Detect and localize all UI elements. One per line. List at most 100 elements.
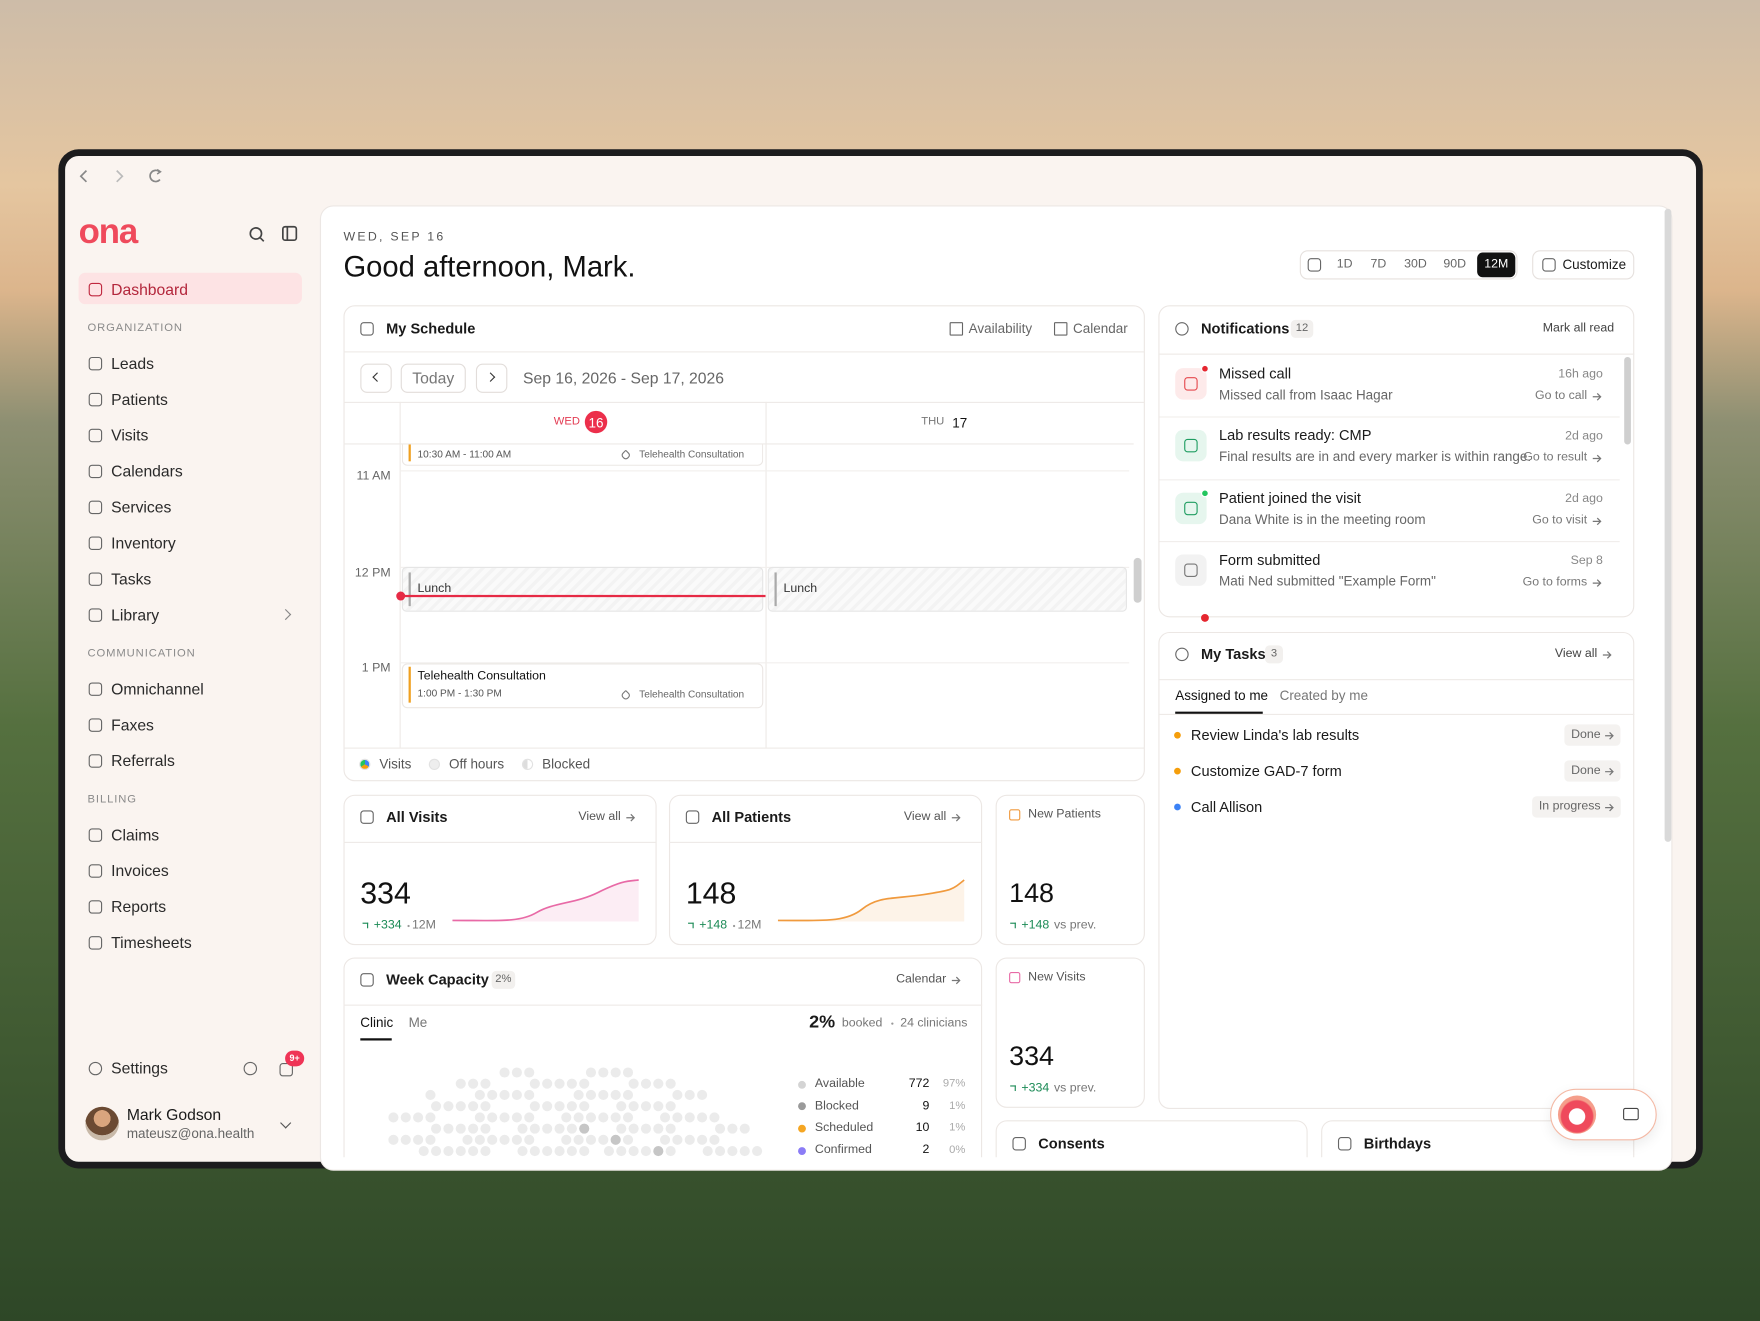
capacity-cell [622, 1111, 633, 1122]
text: Visits [379, 756, 412, 773]
count-pill [1290, 319, 1314, 338]
text: Off hours [448, 756, 505, 773]
icon [1337, 1137, 1352, 1151]
event-bar [774, 572, 777, 607]
notification-dot [1201, 364, 1209, 373]
divider [1159, 479, 1620, 481]
capacity-cell [455, 1145, 466, 1156]
icon [88, 428, 103, 443]
text: 97% [942, 1077, 966, 1090]
capacity-cell [400, 1111, 411, 1122]
text: Available [814, 1076, 865, 1091]
capacity-cell [708, 1134, 719, 1145]
capacity-cell [486, 1111, 497, 1122]
capacity-cell [517, 1123, 528, 1134]
capacity-cell [486, 1089, 497, 1100]
avatar [85, 1106, 119, 1141]
separator-dot [407, 924, 410, 928]
scrollbar [1133, 557, 1142, 603]
tab-underline [1175, 711, 1263, 714]
icon [88, 282, 103, 297]
text: 1% [949, 1121, 966, 1135]
prev-button [360, 363, 392, 393]
icon [1053, 322, 1068, 336]
event [401, 444, 764, 466]
capacity-cell [498, 1111, 510, 1122]
capacity-cell [486, 1156, 497, 1158]
text: 10:30 AM - 11:00 AM [417, 448, 512, 460]
capacity-cell [616, 1100, 627, 1111]
text: Missed call from Isaac Hagar [1218, 387, 1393, 403]
divider [399, 662, 1130, 664]
capacity-cell [554, 1123, 565, 1134]
capacity-cell [443, 1145, 454, 1156]
text: 30D [1404, 257, 1427, 271]
icon [360, 810, 374, 824]
separator-dot [732, 924, 736, 928]
arrow-icon [1592, 517, 1602, 525]
text: Confirmed [814, 1143, 872, 1157]
divider [343, 841, 657, 843]
capacity-cell [684, 1111, 695, 1122]
text: Customize [1562, 256, 1627, 273]
capacity-cell [739, 1123, 750, 1134]
lunch-block [767, 566, 1127, 612]
capacity-cell [523, 1089, 534, 1100]
text: 11 AM [356, 469, 391, 484]
text: Telehealth Consultation [639, 688, 745, 700]
event-bar [408, 444, 411, 462]
text: 1 PM [361, 661, 391, 676]
text: Tasks [111, 569, 152, 588]
active-item [78, 272, 302, 305]
capacity-cell [708, 1111, 719, 1122]
mini-icon [1009, 809, 1021, 821]
capacity-cell [461, 1156, 472, 1158]
legend-dot [798, 1080, 806, 1089]
capacity-cell [640, 1145, 652, 1156]
text: Referrals [111, 751, 175, 770]
text: Telehealth Consultation [417, 669, 546, 683]
capacity-cell [696, 1089, 707, 1100]
capacity-cell [597, 1111, 608, 1122]
capacity-cell [443, 1123, 454, 1134]
capacity-cell [659, 1111, 670, 1122]
notification-icon [1175, 554, 1207, 586]
today-button [400, 363, 466, 393]
capacity-cell [610, 1089, 621, 1100]
capacity-cell [622, 1134, 633, 1145]
capacity-cell [480, 1078, 491, 1089]
capacity-cell [610, 1111, 621, 1122]
capacity-cell [455, 1123, 466, 1134]
icon [1012, 1137, 1026, 1151]
capacity-cell [585, 1066, 596, 1077]
sparkline [777, 879, 965, 922]
text: 2d ago [1565, 429, 1603, 443]
divider [343, 1004, 983, 1006]
icon [88, 754, 103, 768]
text: View all [578, 809, 621, 824]
notification-icon [1175, 429, 1207, 462]
capacity-cell [647, 1156, 658, 1158]
text: Patients [111, 390, 168, 409]
icon [88, 682, 103, 696]
arrow-icon [951, 976, 961, 984]
text: 12 PM [354, 566, 391, 580]
text: vs prev. [1053, 1081, 1097, 1095]
capacity-cell [486, 1134, 497, 1145]
divider [668, 841, 983, 843]
divider [1158, 679, 1635, 681]
browser-controls [79, 168, 162, 183]
text: Today [412, 368, 455, 387]
capacity-cell [696, 1111, 707, 1122]
text: Assigned to me [1175, 687, 1269, 704]
text: Inventory [111, 533, 176, 552]
text: 90D [1443, 257, 1467, 271]
text: Mark all read [1542, 321, 1615, 335]
arrow-icon [951, 813, 961, 821]
text: Go to visit [1532, 513, 1588, 527]
text: 1:00 PM - 1:30 PM [417, 687, 502, 699]
capacity-cell [498, 1066, 510, 1077]
capacity-cell [727, 1145, 738, 1156]
text: My Tasks [1201, 645, 1266, 663]
